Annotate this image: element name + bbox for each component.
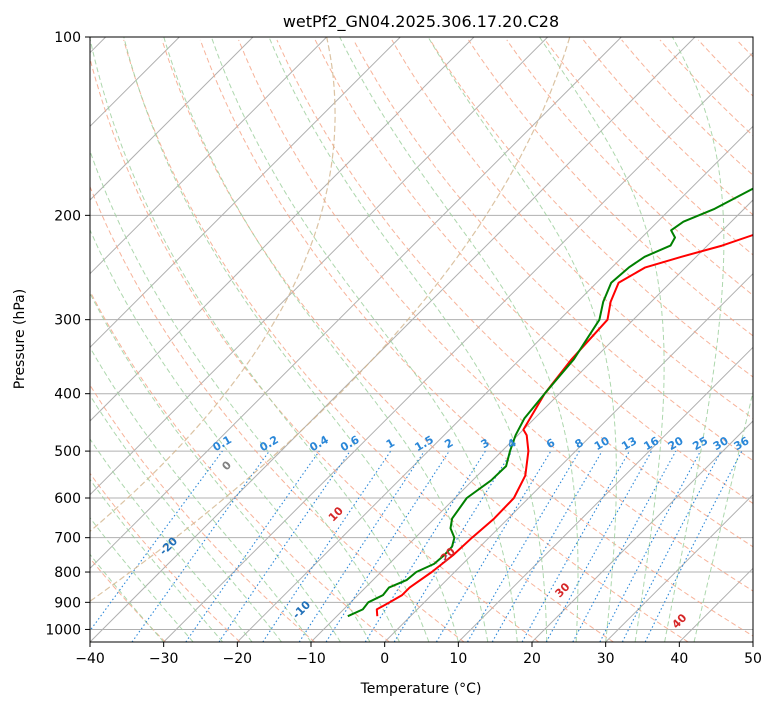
mixing-ratio-line [262, 450, 392, 642]
mixing-ratio-line [393, 450, 513, 642]
y-tick-label: 500 [54, 444, 81, 460]
y-axis-label: Pressure (hPa) [12, 289, 28, 389]
moist-adiabat [664, 37, 725, 642]
mixing-ratio-line [185, 450, 320, 642]
y-tick-label: 400 [54, 387, 81, 403]
moist-adiabat [90, 346, 312, 642]
isotherms [90, 37, 753, 642]
y-tick-label: 300 [54, 313, 81, 329]
x-tick-label: 20 [523, 651, 541, 667]
y-tick-label: 600 [54, 491, 81, 507]
moist-adiabat [90, 438, 253, 642]
moist-adiabat [90, 478, 223, 642]
mixing-ratio-line [545, 450, 653, 642]
isotherm [90, 37, 254, 201]
mixing-ratio-line [298, 450, 425, 642]
mixing-ratio-line [90, 450, 223, 632]
x-axis-label: Temperature (°C) [360, 681, 482, 697]
isotherm [236, 125, 753, 642]
moist-adiabat [163, 37, 489, 642]
dry-adiabat [391, 39, 753, 420]
x-axis-ticks: −40 −30 −20 −10 0 10 20 30 40 50 [75, 642, 762, 667]
curved-reference-line [90, 37, 336, 533]
moist-adiabat [123, 37, 459, 642]
isotherm [90, 37, 401, 349]
dry-adiabat [90, 384, 316, 642]
moist-adiabat [427, 37, 617, 642]
dry-adiabat [353, 39, 753, 462]
y-tick-label: 900 [54, 595, 81, 611]
mixing-ratio-line [325, 450, 450, 642]
plot-background [90, 37, 753, 642]
dry-adiabat [429, 39, 753, 378]
dry-adiabat [123, 39, 614, 642]
moist-adiabat [693, 389, 753, 642]
moist-adiabat [339, 37, 579, 642]
y-tick-label: 800 [54, 565, 81, 581]
isotherm [90, 37, 622, 570]
sounding-series [347, 187, 753, 618]
plot-area [90, 37, 753, 642]
x-tick-label: 0 [380, 651, 389, 667]
moist-adiabat [90, 394, 282, 642]
dry-adiabat [314, 39, 753, 505]
x-tick-label: −20 [223, 651, 253, 667]
dry-adiabat [506, 39, 753, 296]
dry-adiabat [199, 39, 753, 637]
dry-adiabat [276, 39, 753, 548]
y-axis-ticks: 100 200 300 400 500 600 700 800 900 1000 [45, 30, 90, 638]
x-tick-label: 30 [597, 651, 615, 667]
mixing-ratio-line [644, 450, 743, 642]
pressure-gridlines [90, 37, 753, 630]
isotherm [90, 37, 549, 496]
dry-adiabat [90, 56, 540, 642]
dry-adiabat [544, 39, 753, 256]
dewpoint-line [347, 187, 753, 618]
chart-title: wetPf2_GN04.2025.306.17.20.C28 [283, 12, 559, 32]
moist-adiabats [90, 37, 753, 642]
moist-adiabat [90, 149, 400, 642]
dry-adiabat [621, 39, 753, 176]
dry-adiabat [161, 39, 689, 642]
curved-reference-line [90, 37, 571, 603]
moist-adiabat [90, 292, 341, 642]
mixing-ratio-line [521, 450, 630, 642]
y-tick-label: 1000 [45, 622, 81, 638]
temperature-line [375, 233, 753, 617]
x-tick-label: 40 [670, 651, 688, 667]
x-tick-label: −10 [296, 651, 326, 667]
x-tick-label: −30 [149, 651, 179, 667]
mixing-ratio-line [218, 450, 351, 642]
mixing-ratio-line [572, 450, 677, 642]
curved-reference-lines [90, 37, 571, 603]
y-tick-label: 700 [54, 531, 81, 547]
isotherm [457, 346, 753, 642]
plot-frame [89, 36, 754, 643]
dry-adiabat [90, 185, 465, 642]
moist-adiabat [90, 228, 371, 642]
x-tick-label: −40 [75, 651, 105, 667]
moist-adiabat [90, 37, 430, 642]
mixing-ratio-line [131, 450, 270, 642]
isotherm [163, 51, 753, 642]
mixing-ratio-lines [90, 450, 743, 642]
dry-adiabat [238, 39, 753, 592]
x-tick-label: 10 [449, 651, 467, 667]
isotherm [605, 493, 753, 642]
y-tick-label: 100 [54, 30, 81, 46]
isotherm [90, 37, 328, 275]
dry-adiabats [90, 39, 753, 642]
isotherm [384, 272, 753, 642]
x-tick-label: 50 [744, 651, 762, 667]
isotherm [90, 37, 696, 642]
y-tick-label: 200 [54, 208, 81, 224]
isotherm [531, 420, 753, 642]
dry-adiabat [90, 472, 241, 642]
isotherm [752, 641, 753, 642]
isotherm [310, 199, 753, 642]
isotherm [90, 37, 475, 422]
